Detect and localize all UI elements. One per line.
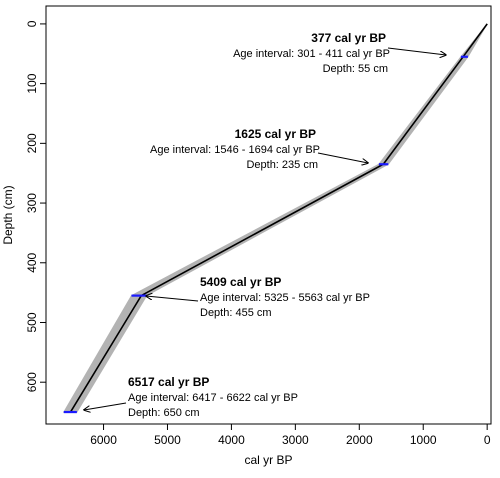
annotation-interval: Age interval: 1546 - 1694 cal yr BP	[150, 144, 320, 156]
x-axis-title: cal yr BP	[244, 453, 292, 467]
annotation-title: 1625 cal yr BP	[235, 127, 316, 141]
x-tick-label: 2000	[346, 433, 373, 447]
annotation-arrow	[146, 296, 199, 302]
annotation-depth: Depth: 235 cm	[246, 159, 318, 171]
annotation-3: 5409 cal yr BP Age interval: 5325 - 5563 …	[146, 275, 370, 319]
annotation-title: 5409 cal yr BP	[200, 275, 281, 289]
annotation-interval: Age interval: 301 - 411 cal yr BP	[233, 48, 390, 60]
annotation-depth: Depth: 55 cm	[323, 63, 388, 75]
y-tick-label: 200	[25, 133, 39, 153]
annotation-arrow	[84, 402, 127, 410]
plot-frame	[45, 5, 492, 425]
annotation-title: 377 cal yr BP	[311, 31, 386, 45]
x-tick-label: 6000	[90, 433, 117, 447]
annotation-interval: Age interval: 5325 - 5563 cal yr BP	[200, 292, 370, 304]
x-tick-label: 0	[484, 433, 491, 447]
annotation-1: 377 cal yr BP Age interval: 301 - 411 cal…	[233, 31, 446, 75]
confidence-envelope	[62, 23, 488, 413]
y-tick-label: 400	[25, 252, 39, 272]
y-axis-title: Depth (cm)	[1, 185, 15, 244]
y-tick-label: 0	[25, 20, 39, 27]
axes-layer: 6000 5000 4000 3000 2000 1000 0 0 100 200 300 400 50…	[1, 5, 492, 467]
annotation-title: 6517 cal yr BP	[128, 375, 209, 389]
date-marker-layer	[63, 55, 468, 414]
annotation-depth: Depth: 650 cm	[128, 407, 200, 419]
annotation-interval: Age interval: 6417 - 6622 cal yr BP	[128, 392, 298, 404]
confidence-envelope-layer	[62, 23, 488, 413]
annotation-layer: 377 cal yr BP Age interval: 301 - 411 cal…	[84, 31, 446, 419]
x-tick-label: 1000	[410, 433, 437, 447]
y-tick-label: 300	[25, 193, 39, 213]
annotation-4: 6517 cal yr BP Age interval: 6417 - 6622 …	[84, 375, 298, 419]
y-tick-label: 500	[25, 312, 39, 332]
annotation-2: 1625 cal yr BP Age interval: 1546 - 1694 …	[150, 127, 368, 171]
annotation-arrow	[317, 152, 368, 163]
annotation-arrow	[387, 47, 446, 55]
y-tick-label: 100	[25, 73, 39, 93]
x-tick-label: 5000	[154, 433, 181, 447]
y-tick-label: 600	[25, 372, 39, 392]
annotation-depth: Depth: 455 cm	[200, 307, 272, 319]
x-tick-label: 4000	[218, 433, 245, 447]
x-tick-label: 3000	[282, 433, 309, 447]
